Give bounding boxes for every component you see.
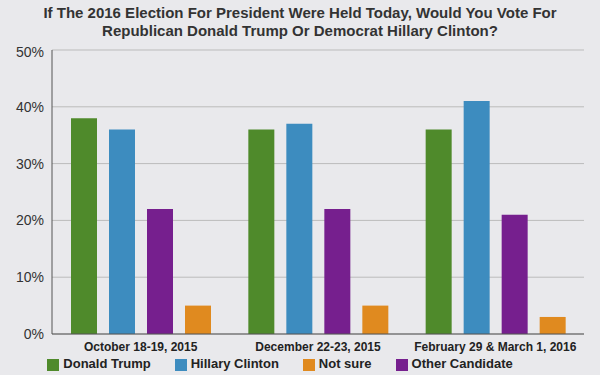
svg-text:0%: 0% bbox=[24, 326, 44, 342]
svg-text:December 22-23, 2015: December 22-23, 2015 bbox=[255, 340, 381, 354]
svg-text:20%: 20% bbox=[16, 212, 44, 228]
html-text:Not sure: Not sure bbox=[318, 356, 372, 371]
html-text:If The 2016 Election For Presi: If The 2016 Election For President Were … bbox=[43, 4, 557, 39]
svg-text:30%: 30% bbox=[16, 156, 44, 172]
svg-text:50%: 50% bbox=[16, 44, 44, 60]
svg-text:October 18-19, 2015: October 18-19, 2015 bbox=[84, 340, 198, 354]
html-text:Hillary Clinton: Hillary Clinton bbox=[190, 356, 279, 371]
html-text:Donald Trump: Donald Trump bbox=[63, 356, 151, 371]
svg-text:40%: 40% bbox=[16, 99, 44, 115]
html-text:Other Candidate: Other Candidate bbox=[411, 356, 513, 371]
svg-text:February 29 & March 1, 2016: February 29 & March 1, 2016 bbox=[414, 340, 576, 354]
svg-text:10%: 10% bbox=[16, 269, 44, 285]
